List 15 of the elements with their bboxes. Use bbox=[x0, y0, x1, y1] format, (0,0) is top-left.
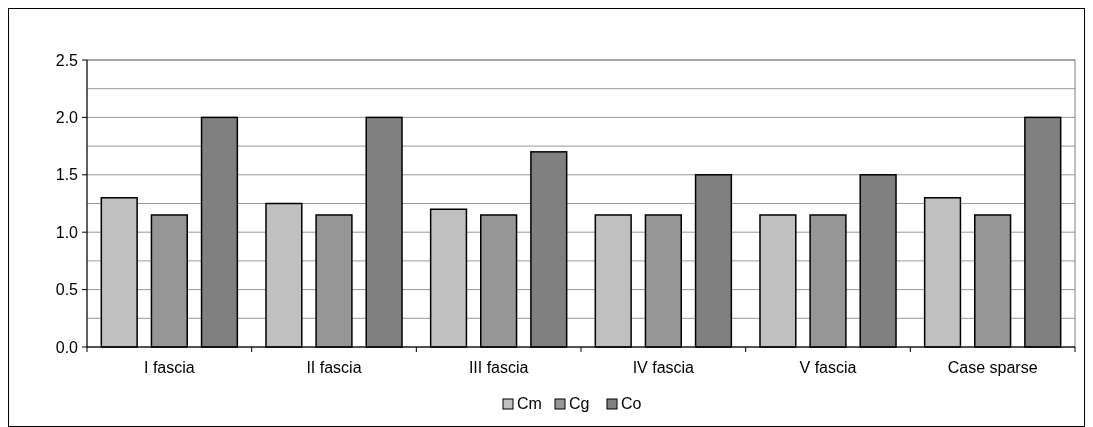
legend-label: Cg bbox=[569, 395, 590, 412]
x-tick-label: II fascia bbox=[306, 359, 362, 376]
x-tick-label: IV fascia bbox=[632, 359, 695, 376]
x-tick-label: V fascia bbox=[799, 359, 857, 376]
legend-label: Co bbox=[621, 395, 642, 412]
x-tick-label: Case sparse bbox=[947, 359, 1038, 376]
x-tick-label: I fascia bbox=[143, 359, 195, 376]
y-tick-label: 1.5 bbox=[55, 166, 79, 184]
y-tick-label: 2.5 bbox=[55, 51, 79, 69]
y-tick-label: 0.5 bbox=[55, 281, 79, 299]
y-tick-label: 2.0 bbox=[55, 109, 79, 126]
legend-label: Cm bbox=[517, 395, 542, 412]
x-tick-label: III fascia bbox=[468, 359, 529, 376]
y-tick-label: 0.0 bbox=[55, 338, 79, 356]
y-tick-label: 1.0 bbox=[55, 223, 79, 241]
